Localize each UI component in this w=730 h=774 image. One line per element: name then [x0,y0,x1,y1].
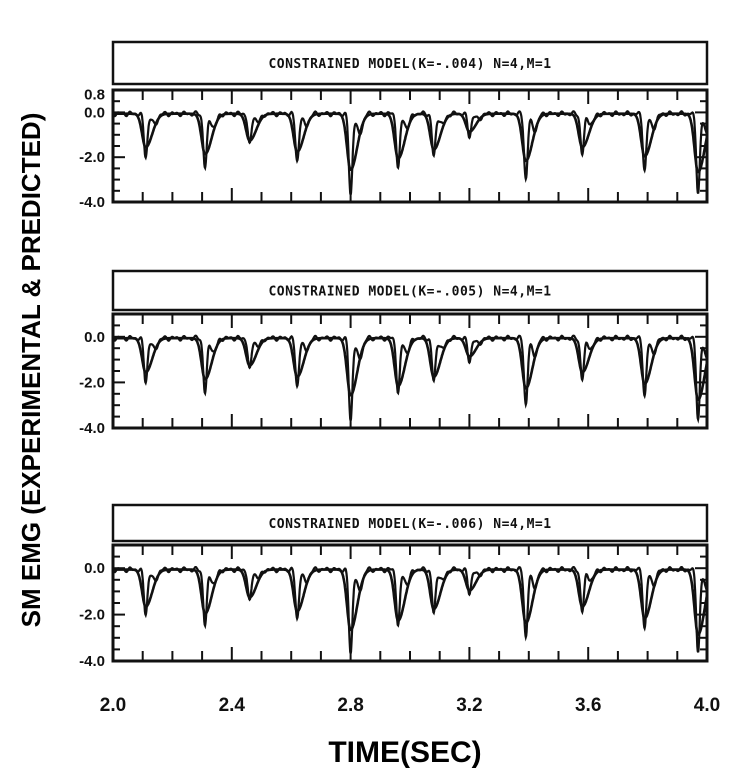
y-tick-label: -2.0 [79,149,105,166]
chart-panel-2: CONSTRAINED MODEL(K=-.005) N=4,M=1 0.0 -2.… [79,269,709,437]
x-tick-label: 4.0 [694,695,720,716]
panel-title-box [111,269,709,312]
y-axis-title: SM EMG (EXPERIMENTAL & PREDICTED) [16,113,46,628]
x-tick-label: 2.4 [219,695,246,716]
y-tick-label: -2.0 [79,374,105,391]
chart-panel-3: CONSTRAINED MODEL(K=-.006) N=4,M=1 0.0 -2.… [79,503,720,716]
x-tick-label: 2.8 [337,695,363,716]
panel-title: CONSTRAINED MODEL(K=-.006) N=4,M=1 [268,517,551,532]
x-tick-label: 3.6 [575,695,601,716]
series-line-experimental [112,334,708,424]
y-tick-label: 0.0 [84,560,105,577]
x-axis-title: TIME(SEC) [328,736,481,769]
x-tick-label: 2.0 [100,695,126,716]
y-tick-label: -2.0 [79,607,105,624]
series-line-experimental [112,566,709,654]
y-tick-label: -4.0 [79,653,105,670]
y-tick-label: -4.0 [79,420,105,437]
series-line-experimental [112,110,708,195]
y-tick-label: 0.0 [84,104,105,121]
y-tick-label: 0.8 [84,86,105,103]
chart-panel-1: CONSTRAINED MODEL(K=-.004) N=4,M=1 0.80.0… [79,40,709,211]
y-tick-label: 0.0 [84,329,105,346]
panel-title-box [111,40,709,86]
y-tick-label: -4.0 [79,194,105,211]
panel-title-box [111,503,709,543]
x-tick-label: 3.2 [456,695,482,716]
panel-title: CONSTRAINED MODEL(K=-.005) N=4,M=1 [268,285,551,300]
panel-title: CONSTRAINED MODEL(K=-.004) N=4,M=1 [268,57,551,72]
